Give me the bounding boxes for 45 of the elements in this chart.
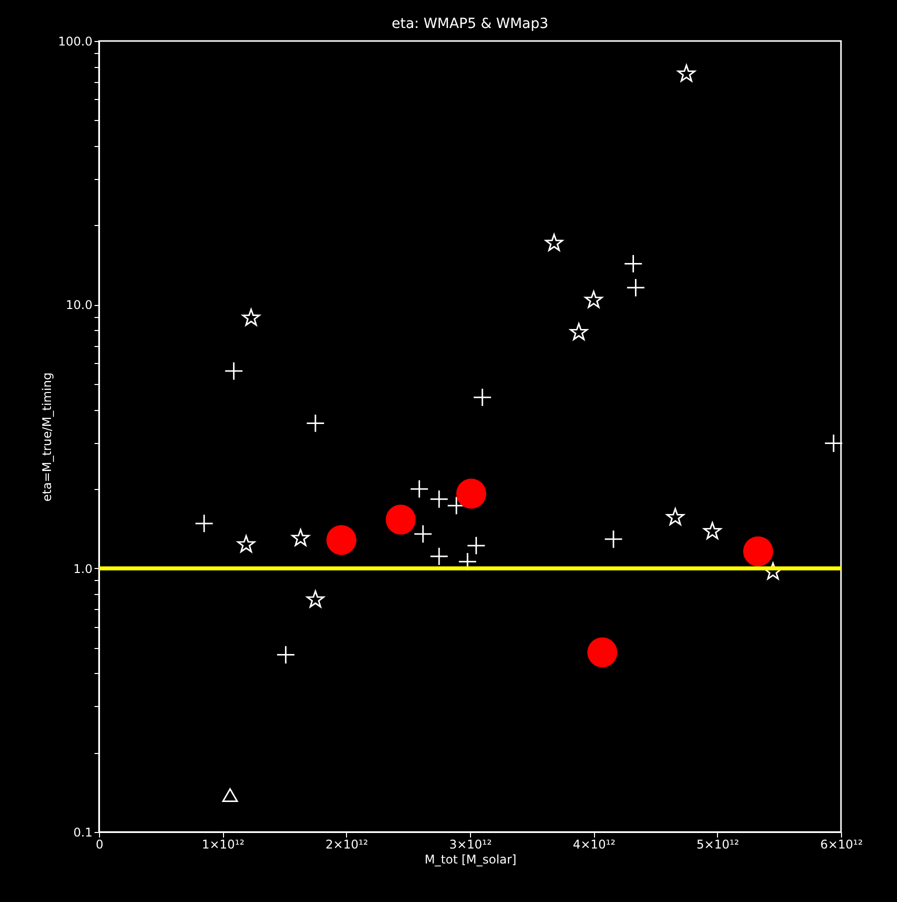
- point: [624, 254, 643, 274]
- x-tick-label: 5×10¹²: [696, 838, 740, 852]
- point: [824, 434, 843, 453]
- point: [224, 362, 244, 380]
- y-tick-label: 10.0: [66, 298, 92, 312]
- point: [306, 414, 325, 433]
- point: [472, 388, 492, 407]
- point: [222, 788, 238, 802]
- x-tick-label: 0: [96, 838, 104, 852]
- point: [764, 562, 782, 580]
- y-tick-label: 100.0: [58, 34, 92, 48]
- point: [430, 546, 448, 566]
- x-tick-label: 3×10¹²: [449, 838, 492, 852]
- point: [626, 278, 646, 298]
- x-tick-label: 1×10¹²: [202, 838, 245, 852]
- point: [414, 524, 432, 544]
- x-tick-label: 2×10¹²: [326, 838, 368, 852]
- point: [604, 530, 623, 549]
- point: [276, 645, 296, 664]
- point: [466, 536, 486, 555]
- point: [237, 535, 256, 552]
- point: [386, 504, 416, 535]
- point: [677, 64, 696, 82]
- point: [242, 308, 260, 326]
- y-tick-label: 0.1: [73, 826, 92, 840]
- point: [292, 528, 310, 546]
- x-axis-title: M_tot [M_solar]: [424, 852, 516, 866]
- y-axis-title: eta=M_true/M_timing: [40, 372, 54, 502]
- point: [306, 590, 324, 608]
- point: [743, 536, 774, 566]
- point: [545, 234, 564, 251]
- x-tick-label: 6×10¹²: [820, 838, 863, 852]
- point: [587, 637, 618, 668]
- chart-title: eta: WMAP5 & WMap3: [392, 16, 548, 32]
- point: [410, 480, 429, 498]
- point: [703, 522, 722, 540]
- y-tick-label: 1.0: [73, 562, 92, 576]
- point: [570, 322, 588, 340]
- point: [456, 478, 486, 509]
- point: [430, 490, 448, 509]
- point: [194, 514, 214, 533]
- x-tick-label: 4×10¹²: [572, 838, 616, 852]
- point: [666, 508, 684, 526]
- point: [584, 290, 603, 308]
- point: [326, 525, 356, 556]
